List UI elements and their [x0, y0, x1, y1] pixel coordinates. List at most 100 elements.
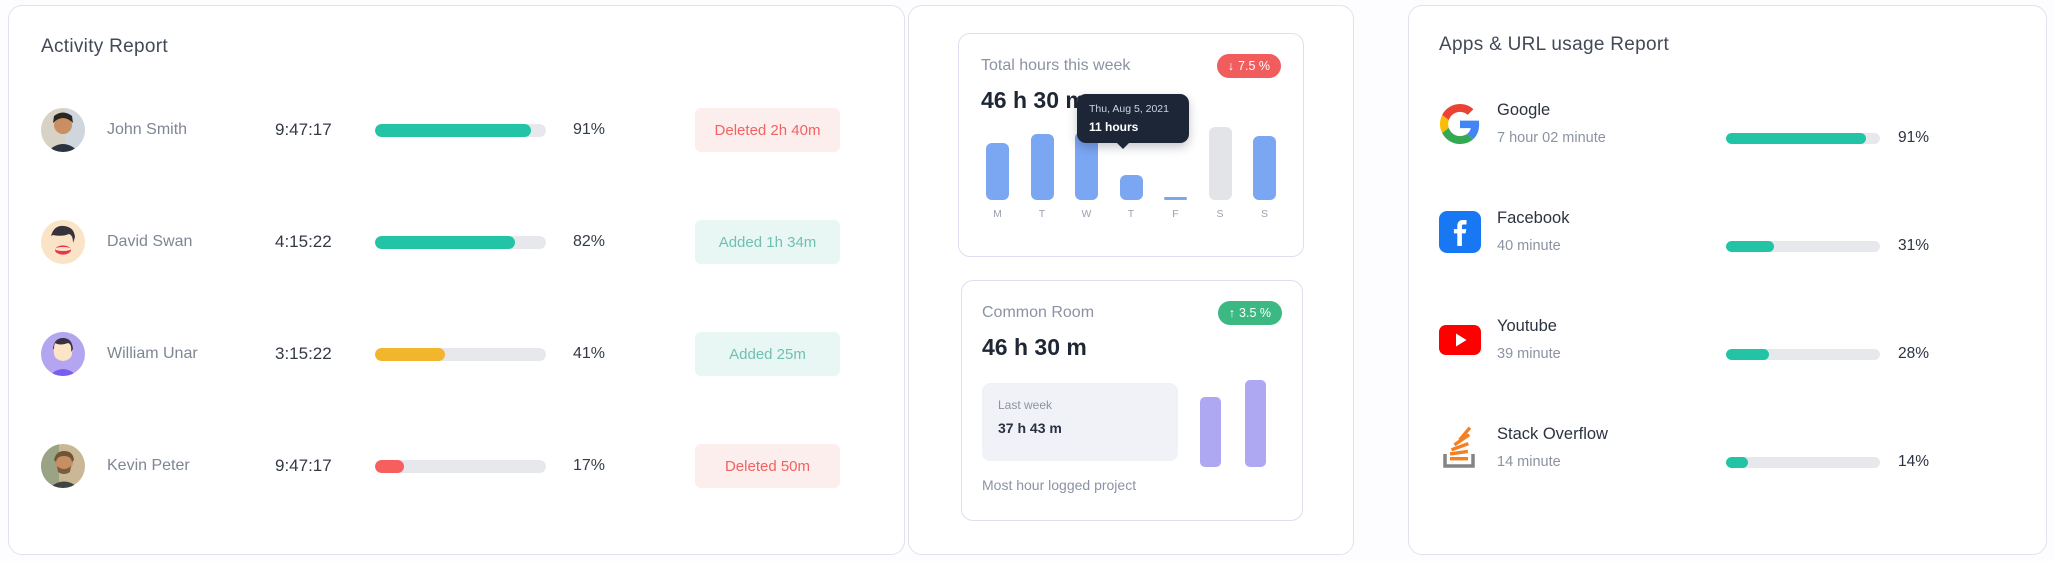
total-hours-header: Total hours this week ↓ 7.5 % [981, 54, 1281, 78]
hours-summary-panel: Total hours this week ↓ 7.5 % 46 h 30 m … [908, 5, 1354, 555]
user-percent: 41% [573, 345, 606, 362]
common-room-footer: Most hour logged project [982, 477, 1137, 493]
last-week-box: Last week 37 h 43 m [982, 383, 1178, 461]
last-week-value: 37 h 43 m [998, 420, 1062, 436]
arrow-down-icon: ↓ [1227, 59, 1235, 73]
activity-row-kevin-peter[interactable]: Kevin Peter 9:47:17 17% Deleted 50m [41, 410, 904, 522]
status-badge: Added 25m [695, 332, 840, 376]
app-time: 40 minute [1497, 238, 1561, 254]
status-badge: Added 1h 34m [695, 220, 840, 264]
app-percent: 31% [1898, 237, 1930, 254]
user-progress-fill [375, 123, 531, 137]
app-info: Stack Overflow 14 minute 14% [1497, 425, 2046, 471]
weekday-labels: M T W T F S S [981, 208, 1281, 220]
user-name: David Swan [107, 233, 193, 250]
activity-row-david-swan[interactable]: David Swan 4:15:22 82% Added 1h 34m [41, 186, 904, 298]
bar-wednesday[interactable] [1075, 132, 1098, 200]
google-icon [1439, 103, 1481, 145]
room-change-value: 3.5 % [1239, 306, 1271, 320]
chart-tooltip: Thu, Aug 5, 2021 11 hours [1077, 94, 1189, 149]
app-usage-bar [1726, 348, 1880, 360]
app-row-stack-overflow[interactable]: Stack Overflow 14 minute 14% [1439, 394, 2046, 502]
app-usage-fill [1726, 132, 1867, 144]
bar-thursday[interactable] [1119, 175, 1143, 200]
room-bar-last-week [1200, 397, 1221, 467]
avatar-david-swan [41, 220, 85, 264]
activity-row-william-unar[interactable]: William Unar 3:15:22 41% Added 25m [41, 298, 904, 410]
app-usage-fill [1726, 348, 1770, 360]
weekly-bar-chart: Thu, Aug 5, 2021 11 hours M T W T F S S [981, 94, 1281, 220]
facebook-icon [1439, 211, 1481, 253]
app-usage-bar [1726, 132, 1880, 144]
tooltip-date: Thu, Aug 5, 2021 [1089, 103, 1169, 115]
app-time: 39 minute [1497, 346, 1561, 362]
common-room-header: Common Room ↑ 3.5 % [982, 301, 1282, 325]
user-time: 4:15:22 [275, 232, 332, 251]
weekly-change-value: 7.5 % [1238, 59, 1270, 73]
user-name: William Unar [107, 345, 198, 362]
arrow-up-icon: ↑ [1228, 306, 1236, 320]
activity-report-panel: Activity Report John Smith 9:47:17 91% D… [8, 5, 905, 555]
tooltip-hours: 11 hours [1089, 120, 1139, 134]
day-label: W [1081, 208, 1092, 220]
activity-report-title: Activity Report [41, 36, 168, 57]
user-progress-bar [375, 347, 546, 361]
day-label: S [1260, 208, 1268, 220]
app-usage-bar [1726, 456, 1880, 468]
bar-tuesday[interactable] [1030, 134, 1054, 200]
user-name: John Smith [107, 121, 188, 138]
day-label: T [1038, 208, 1046, 220]
user-progress-fill [375, 459, 405, 473]
activity-row-john-smith[interactable]: John Smith 9:47:17 91% Deleted 2h 40m [41, 74, 904, 186]
user-time: 9:47:17 [275, 120, 332, 139]
day-label: F [1172, 208, 1179, 220]
common-room-body: Last week 37 h 43 m [982, 361, 1282, 467]
bar-monday[interactable] [986, 143, 1009, 200]
app-percent: 91% [1898, 129, 1930, 146]
day-label: S [1216, 208, 1224, 220]
user-time: 9:47:17 [275, 456, 332, 475]
bar-saturday[interactable] [1208, 127, 1232, 200]
app-row-youtube[interactable]: Youtube 39 minute 28% [1439, 286, 2046, 394]
app-time: 7 hour 02 minute [1497, 130, 1606, 146]
day-label: M [993, 208, 1002, 220]
activity-rows: John Smith 9:47:17 91% Deleted 2h 40m Da… [41, 74, 904, 522]
total-hours-card: Total hours this week ↓ 7.5 % 46 h 30 m … [958, 33, 1304, 257]
room-bar-this-week [1245, 380, 1266, 467]
common-room-card: Common Room ↑ 3.5 % 46 h 30 m Last week … [961, 280, 1303, 521]
user-name: Kevin Peter [107, 457, 190, 474]
user-progress-bar [375, 235, 546, 249]
app-sub-row: 14 minute 14% [1497, 453, 2046, 471]
bar-friday[interactable] [1164, 197, 1187, 200]
user-time: 3:15:22 [275, 344, 332, 363]
common-room-title: Common Room [982, 304, 1095, 321]
avatar-kevin-peter [41, 444, 85, 488]
app-info: Facebook 40 minute 31% [1497, 209, 2046, 255]
app-row-google[interactable]: Google 7 hour 02 minute 91% [1439, 70, 2046, 178]
apps-usage-panel: Apps & URL usage Report Google 7 hour 02… [1408, 5, 2047, 555]
app-rows: Google 7 hour 02 minute 91% Facebook 40 … [1439, 70, 2046, 502]
app-info: Youtube 39 minute 28% [1497, 317, 2046, 363]
app-name: Youtube [1497, 317, 1557, 335]
app-usage-fill [1726, 456, 1748, 468]
app-sub-row: 40 minute 31% [1497, 237, 2046, 255]
avatar-william-unar [41, 332, 85, 376]
app-row-facebook[interactable]: Facebook 40 minute 31% [1439, 178, 2046, 286]
app-name: Stack Overflow [1497, 425, 1608, 443]
weekly-change-pill: ↓ 7.5 % [1216, 54, 1281, 78]
user-progress-fill [375, 235, 516, 249]
app-time: 14 minute [1497, 454, 1561, 470]
bar-sunday[interactable] [1253, 136, 1276, 200]
app-percent: 28% [1898, 345, 1930, 362]
avatar-john-smith [41, 108, 85, 152]
user-percent: 17% [573, 457, 606, 474]
app-sub-row: 7 hour 02 minute 91% [1497, 129, 2046, 147]
app-name: Google [1497, 101, 1551, 119]
app-name: Facebook [1497, 209, 1570, 227]
common-room-value: 46 h 30 m [982, 334, 1087, 360]
user-percent: 82% [573, 233, 606, 250]
app-percent: 14% [1898, 453, 1930, 470]
room-compare-bars [1200, 380, 1266, 467]
app-sub-row: 39 minute 28% [1497, 345, 2046, 363]
day-label: T [1127, 208, 1135, 220]
